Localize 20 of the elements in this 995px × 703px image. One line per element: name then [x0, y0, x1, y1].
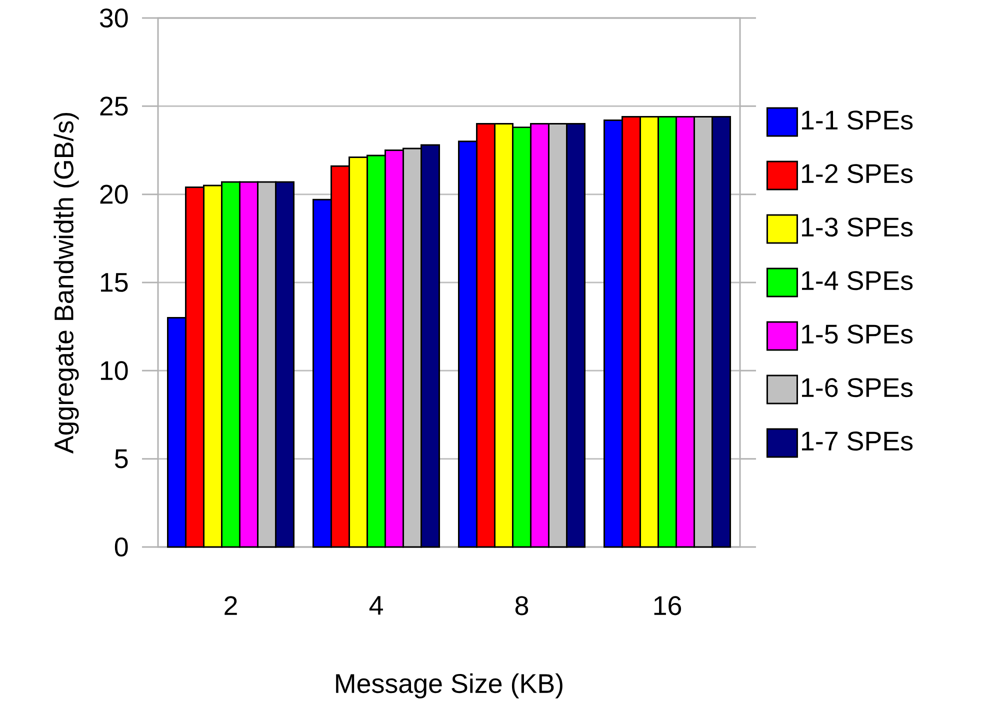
legend-label: 1-4 SPEs	[802, 271, 913, 290]
legend-label: 1-6 SPEs	[802, 378, 913, 398]
legend-label: 1-1 SPEs	[802, 110, 913, 130]
legend-label: 1-7 SPEs	[802, 432, 913, 451]
x-tick-label: 2	[224, 596, 237, 615]
x-tick-label: 16	[654, 596, 682, 616]
legend-label: 1-2 SPEs	[802, 164, 913, 184]
x-axis-title: Message Size (KB)	[336, 673, 562, 698]
y-tick-label: 30	[100, 8, 128, 28]
y-tick-label: 5	[114, 449, 128, 468]
x-tick-label: 8	[515, 596, 528, 616]
y-axis-title: Aggregate Bandwidth (GB/s)	[54, 113, 79, 454]
legend-label: 1-3 SPEs	[802, 218, 913, 237]
x-tick-label: 4	[369, 596, 383, 615]
y-tick-label: 15	[100, 273, 128, 292]
y-tick-label: 20	[100, 184, 128, 204]
legend-label: 1-5 SPEs	[802, 324, 913, 344]
y-tick-label: 0	[114, 537, 128, 557]
y-tick-label: 10	[100, 361, 128, 380]
y-tick-label: 25	[100, 96, 128, 116]
